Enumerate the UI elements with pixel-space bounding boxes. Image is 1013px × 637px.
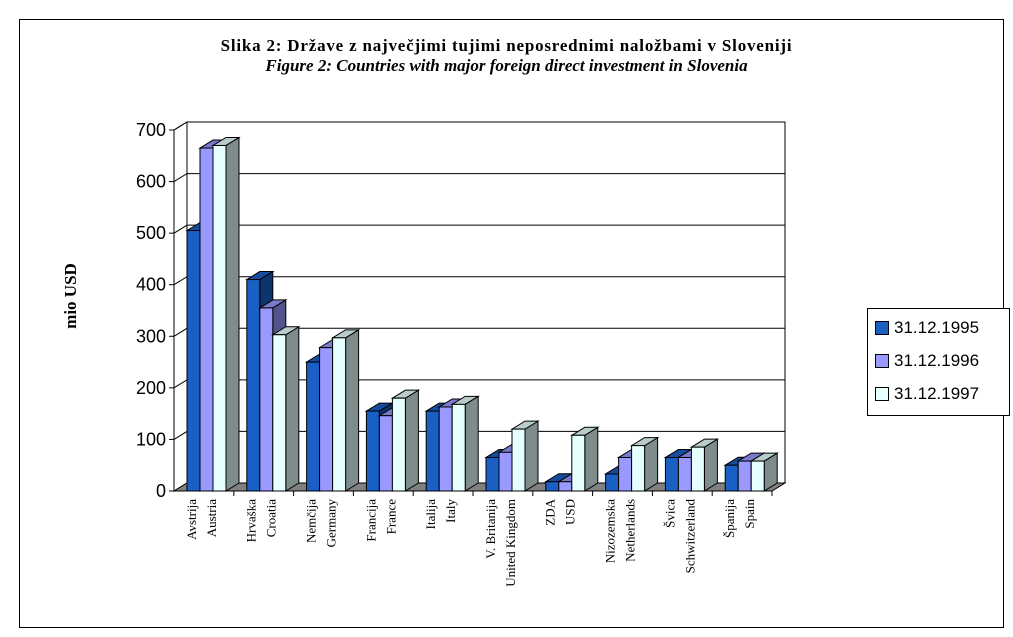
legend-label: 31.12.1997 bbox=[894, 384, 980, 403]
x-tick-label-slo: Španija bbox=[722, 499, 737, 538]
x-tick-label-slo: Nemčija bbox=[304, 499, 319, 543]
chart-title: Slika 2: Države z največjimi tujimi nepo… bbox=[220, 36, 793, 55]
x-tick-label-eng: Germany bbox=[324, 499, 339, 548]
y-tick-label: 200 bbox=[136, 378, 166, 398]
bar-0-2 bbox=[211, 136, 241, 492]
gridline bbox=[173, 224, 785, 234]
x-tick-label-eng: Netherlands bbox=[623, 499, 638, 562]
x-tick-label-slo: Švica bbox=[662, 499, 677, 528]
legend: 31.12.1995 31.12.1996 31.12.1997 bbox=[867, 308, 1010, 416]
x-tick-label-eng: USD bbox=[563, 499, 578, 525]
legend-item: 31.12.1995 bbox=[875, 317, 979, 339]
x-tick-label-eng: Spain bbox=[742, 499, 757, 529]
legend-label: 31.12.1995 bbox=[894, 318, 980, 337]
bar-5-2 bbox=[510, 420, 540, 492]
gridline bbox=[173, 121, 785, 131]
gridline bbox=[173, 173, 785, 182]
y-tick-label: 600 bbox=[136, 172, 166, 192]
chart-subtitle: Figure 2: Countries with major foreign d… bbox=[265, 56, 748, 75]
x-tick-label-slo: Italija bbox=[423, 499, 438, 530]
x-tick-label-eng: France bbox=[383, 499, 398, 535]
x-tick-label-slo: ZDA bbox=[543, 498, 558, 525]
y-tick-label: 100 bbox=[136, 429, 166, 449]
y-tick-label: 500 bbox=[136, 223, 166, 243]
bar-7-2 bbox=[629, 436, 660, 492]
x-tick-label-slo: V. Britanija bbox=[483, 499, 498, 559]
legend-label: 31.12.1996 bbox=[894, 351, 980, 370]
bar-1-2 bbox=[271, 325, 301, 492]
bar-6-2 bbox=[570, 426, 600, 492]
y-tick-label: 700 bbox=[136, 120, 166, 140]
y-tick-label: 400 bbox=[136, 275, 166, 295]
legend-swatch bbox=[875, 354, 889, 368]
y-tick-label: 300 bbox=[136, 326, 166, 346]
bar-2-2 bbox=[330, 328, 361, 492]
x-tick-label-eng: Italy bbox=[443, 499, 458, 523]
bar-4-2 bbox=[450, 395, 480, 492]
x-tick-label-slo: Hrvaška bbox=[244, 499, 259, 543]
legend-item: 31.12.1997 bbox=[875, 383, 979, 405]
bar-9-2 bbox=[749, 452, 779, 492]
x-tick-label-eng: Austria bbox=[204, 499, 219, 538]
x-tick-label-eng: United Kingdom bbox=[503, 499, 518, 587]
x-tick-label-eng: Schwitzerland bbox=[682, 499, 697, 574]
x-tick-label-slo: Avstrija bbox=[184, 499, 199, 540]
legend-swatch bbox=[875, 321, 889, 335]
legend-item: 31.12.1996 bbox=[875, 350, 979, 372]
bar-8-2 bbox=[689, 438, 720, 492]
y-tick-label: 0 bbox=[156, 481, 166, 501]
x-tick-label-eng: Croatia bbox=[264, 499, 279, 537]
legend-swatch bbox=[875, 387, 889, 401]
bar-3-2 bbox=[390, 389, 421, 492]
x-tick-label-slo: Nizozemska bbox=[603, 499, 618, 563]
x-tick-label-slo: Francija bbox=[363, 499, 378, 542]
